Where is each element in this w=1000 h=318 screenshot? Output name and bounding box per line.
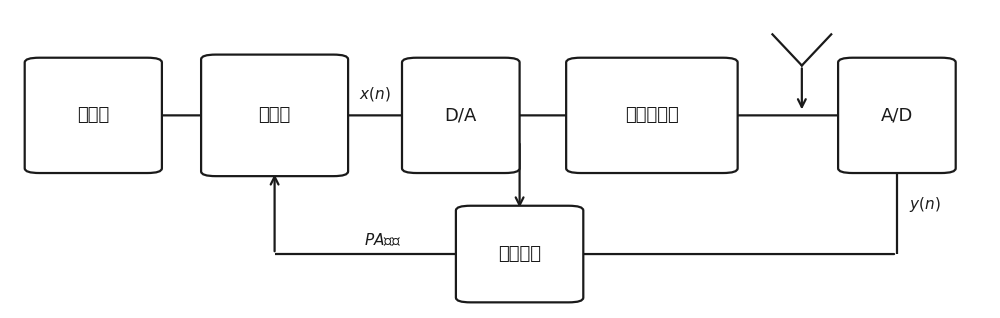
- FancyBboxPatch shape: [566, 58, 738, 173]
- Text: $PA$参数: $PA$参数: [364, 231, 401, 248]
- Text: D/A: D/A: [445, 106, 477, 124]
- Text: 参数提取: 参数提取: [498, 245, 541, 263]
- FancyBboxPatch shape: [456, 206, 583, 302]
- FancyBboxPatch shape: [25, 58, 162, 173]
- Text: 信号源: 信号源: [77, 106, 109, 124]
- Text: $x(n)$: $x(n)$: [359, 85, 391, 103]
- Text: A/D: A/D: [881, 106, 913, 124]
- Text: 预失真: 预失真: [258, 106, 291, 124]
- FancyBboxPatch shape: [838, 58, 956, 173]
- FancyBboxPatch shape: [201, 55, 348, 176]
- Text: 功率放大器: 功率放大器: [625, 106, 679, 124]
- FancyBboxPatch shape: [402, 58, 520, 173]
- Text: $y(n)$: $y(n)$: [909, 196, 940, 214]
